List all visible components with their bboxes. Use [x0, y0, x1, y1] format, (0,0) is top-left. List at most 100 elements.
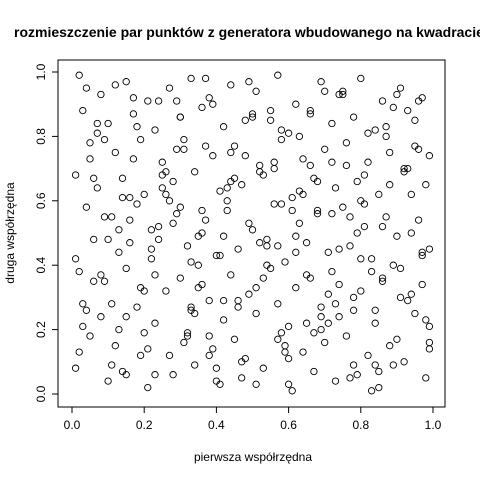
data-point: [389, 361, 397, 369]
data-point: [223, 206, 231, 215]
data-point: [173, 97, 181, 105]
data-point: [82, 84, 91, 92]
data-point: [169, 177, 177, 186]
data-point: [313, 210, 322, 218]
data-point: [154, 222, 163, 231]
data-points: [71, 71, 434, 395]
data-point: [183, 242, 192, 250]
data-point: [187, 303, 195, 311]
data-point: [97, 313, 105, 321]
data-point: [173, 145, 181, 153]
data-point: [328, 119, 336, 128]
data-point: [259, 364, 267, 372]
data-point: [299, 348, 307, 356]
data-point: [194, 284, 202, 292]
chart-title: rozmieszczenie par punktów z generatora …: [14, 24, 480, 40]
data-point: [277, 200, 286, 208]
data-point: [201, 142, 210, 150]
data-point: [386, 148, 394, 157]
data-point: [86, 155, 94, 163]
data-point: [205, 296, 213, 305]
data-point: [136, 351, 145, 360]
y-axis-label: druga współrzędna: [3, 182, 17, 284]
data-point: [212, 364, 221, 372]
data-point: [371, 306, 379, 314]
data-point: [183, 332, 192, 340]
data-point: [82, 203, 91, 211]
data-point: [324, 290, 332, 298]
data-point: [108, 213, 116, 221]
data-point: [147, 245, 156, 253]
data-point: [75, 267, 83, 276]
data-point: [346, 374, 354, 382]
data-point: [133, 303, 141, 311]
data-point: [100, 277, 109, 285]
data-point: [216, 251, 224, 260]
data-point: [230, 142, 239, 150]
data-point: [108, 361, 116, 369]
data-point: [367, 267, 376, 276]
data-point: [407, 190, 415, 199]
data-point: [349, 361, 358, 369]
data-point: [422, 374, 430, 382]
data-point: [263, 242, 271, 250]
data-point: [393, 335, 401, 343]
data-point: [158, 184, 166, 192]
data-point: [219, 316, 228, 324]
y-tick-label: 0.0: [34, 385, 48, 402]
data-point: [256, 168, 264, 176]
data-point: [339, 90, 347, 99]
data-point: [162, 190, 170, 199]
data-point: [339, 87, 347, 95]
data-point: [277, 126, 286, 134]
data-point: [407, 290, 415, 298]
data-point: [129, 110, 138, 118]
data-point: [151, 126, 159, 134]
data-point: [97, 90, 105, 99]
data-point: [86, 139, 94, 147]
data-point: [284, 380, 293, 388]
data-point: [191, 361, 199, 369]
data-point: [151, 319, 159, 327]
data-point: [165, 351, 174, 360]
data-point: [317, 325, 325, 334]
data-point: [252, 309, 260, 318]
data-point: [245, 290, 253, 298]
data-point: [144, 345, 152, 353]
data-point: [411, 116, 419, 124]
data-point: [414, 216, 423, 224]
data-point: [245, 219, 253, 227]
data-point: [82, 306, 91, 314]
data-point: [299, 190, 307, 199]
data-point: [353, 229, 361, 237]
data-point: [277, 329, 286, 337]
data-point: [216, 187, 224, 195]
data-point: [151, 271, 159, 279]
data-point: [169, 371, 177, 379]
data-point: [425, 345, 434, 353]
data-point: [295, 132, 304, 141]
data-point: [104, 119, 112, 128]
data-point: [367, 255, 376, 263]
data-point: [281, 258, 289, 266]
data-point: [162, 287, 170, 295]
data-point: [378, 277, 387, 285]
data-point: [342, 139, 351, 147]
data-point: [71, 171, 80, 179]
data-point: [198, 229, 206, 237]
data-point: [93, 184, 101, 192]
data-point: [191, 309, 199, 318]
data-point: [93, 129, 101, 137]
data-point: [353, 177, 361, 186]
data-point: [230, 335, 239, 343]
data-point: [404, 106, 412, 115]
data-point: [241, 152, 249, 160]
data-point: [104, 377, 112, 385]
data-point: [248, 226, 257, 234]
data-point: [371, 126, 379, 134]
data-point: [219, 232, 228, 240]
data-point: [129, 94, 138, 102]
data-point: [346, 242, 354, 250]
data-point: [313, 206, 322, 215]
data-point: [396, 293, 405, 302]
